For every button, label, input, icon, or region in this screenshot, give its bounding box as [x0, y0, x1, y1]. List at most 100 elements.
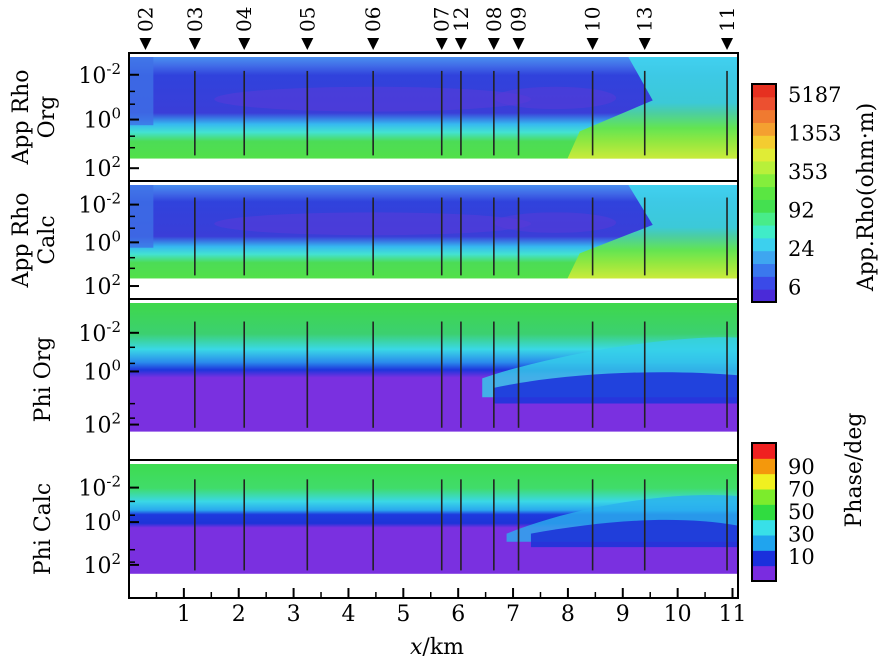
station-11: 11	[715, 7, 739, 50]
x-tick-label: 5	[396, 602, 410, 627]
y-tick-label: 102	[83, 410, 121, 439]
y-tick-label: 100	[83, 507, 121, 536]
station-triangle	[301, 38, 314, 50]
station-label: 11	[715, 7, 739, 32]
panel-frame	[128, 459, 739, 599]
x-tick-label: 1	[177, 602, 191, 627]
colorbar-tick-label: 10	[788, 545, 815, 569]
phase-anomaly	[494, 372, 738, 404]
colorbar-phase-frame	[751, 442, 777, 582]
colorbar-phase-label: Phase/deg	[842, 413, 867, 528]
colorbar-tick-label: 6	[788, 276, 801, 300]
colorbar-swatch	[752, 135, 776, 149]
colorbar-tick-label: 92	[788, 199, 815, 223]
colorbar-swatch	[752, 565, 776, 582]
no-data-zone	[129, 573, 738, 598]
colorbar-swatch	[752, 237, 776, 252]
colorbar-swatch	[752, 84, 776, 98]
colorbar-swatch	[752, 263, 776, 277]
colorbar-rho: 5187 1353 353 92 24 6 App.Rho(ohm·m)	[751, 83, 879, 303]
station-10: 10	[581, 7, 605, 50]
no-data-zone	[129, 158, 738, 181]
colorbar-swatch	[752, 199, 776, 213]
station-03: 03	[183, 7, 207, 50]
y-tick-label: 10-2	[78, 190, 121, 219]
colorbar-swatch	[752, 122, 776, 136]
station-12: 12	[449, 7, 473, 50]
panel-phi-org: 10-2 100 102 Phi Org	[31, 298, 739, 461]
station-triangle	[638, 38, 651, 50]
station-triangle	[435, 38, 448, 50]
station-triangle	[188, 38, 201, 50]
panels: 10-2 100 102 App RhoOrg 10-2 100 102 App RhoCal…	[9, 52, 739, 599]
station-triangle	[238, 38, 251, 50]
colorbar-swatch	[752, 458, 776, 475]
x-tick-label: 11	[719, 602, 747, 627]
station-label: 10	[581, 7, 605, 32]
colorbar-swatch	[752, 276, 776, 290]
colorbar-tick-label: 90	[788, 455, 815, 479]
x-tick-label: 10	[664, 602, 692, 627]
x-tick-label: 3	[287, 602, 301, 627]
station-02: 02	[133, 7, 157, 50]
x-axis-label: x/km	[410, 635, 464, 658]
station-label: 13	[633, 7, 657, 32]
y-tick-label: 100	[83, 105, 121, 134]
y-axis-label: Phi Calc	[31, 483, 56, 575]
y-tick-label: 102	[83, 550, 121, 579]
colorbar-swatch	[752, 173, 776, 188]
colorbar-swatch	[752, 519, 776, 536]
x-tick-label: 9	[616, 602, 630, 627]
colorbar-swatch	[752, 186, 776, 200]
colorbar-swatch	[752, 109, 776, 123]
y-tick-label: 10-2	[78, 473, 121, 502]
no-data-zone	[129, 431, 738, 460]
colorbar-swatch	[752, 96, 776, 111]
station-09: 09	[507, 7, 531, 50]
station-triangle	[721, 38, 734, 50]
y-axis-label: App RhoCalc	[9, 192, 60, 288]
station-label: 03	[183, 7, 207, 32]
colorbar-rho-swatches	[752, 84, 776, 303]
station-triangle	[139, 38, 152, 50]
low-rho-core	[494, 212, 617, 233]
high-rho-edge	[567, 57, 738, 159]
station-06: 06	[361, 7, 385, 50]
station-triangle	[487, 38, 500, 50]
colorbar-tick-label: 50	[788, 500, 815, 524]
x-tick-label: 2	[232, 602, 246, 627]
y-axis-label: Phi Org	[31, 337, 56, 423]
station-08: 08	[482, 7, 506, 50]
colorbar-swatch	[752, 473, 776, 490]
colorbar-phase-swatches	[752, 443, 776, 582]
colorbar-tick-label: 353	[788, 160, 828, 184]
station-label: 06	[361, 7, 385, 32]
y-tick-label: 10-2	[78, 60, 121, 89]
station-label: 07	[430, 7, 454, 32]
station-04: 04	[232, 7, 256, 50]
colorbar-tick-label: 1353	[788, 122, 841, 146]
colorbar-swatch	[752, 148, 776, 162]
station-label: 05	[295, 7, 319, 32]
colorbar-swatch	[752, 504, 776, 521]
high-rho-edge	[567, 185, 738, 279]
colorbar-swatch	[752, 489, 776, 505]
y-tick-label: 102	[83, 153, 121, 182]
x-tick-label: 4	[341, 602, 355, 627]
station-13: 13	[633, 7, 657, 50]
station-label: 12	[449, 7, 473, 32]
colorbar-rho-frame	[751, 83, 777, 303]
colorbar-swatch	[752, 289, 776, 303]
no-data-zone	[129, 278, 738, 299]
colorbar-tick-label: 24	[788, 237, 815, 261]
colorbar-swatch	[752, 225, 776, 239]
colorbar-tick-label: 30	[788, 523, 815, 547]
station-label: 02	[133, 7, 157, 32]
station-triangle	[586, 38, 599, 50]
y-tick-label: 10-2	[78, 318, 121, 347]
colorbar-tick-label: 5187	[788, 83, 841, 107]
station-05: 05	[295, 7, 319, 50]
y-tick-label: 100	[83, 227, 121, 256]
